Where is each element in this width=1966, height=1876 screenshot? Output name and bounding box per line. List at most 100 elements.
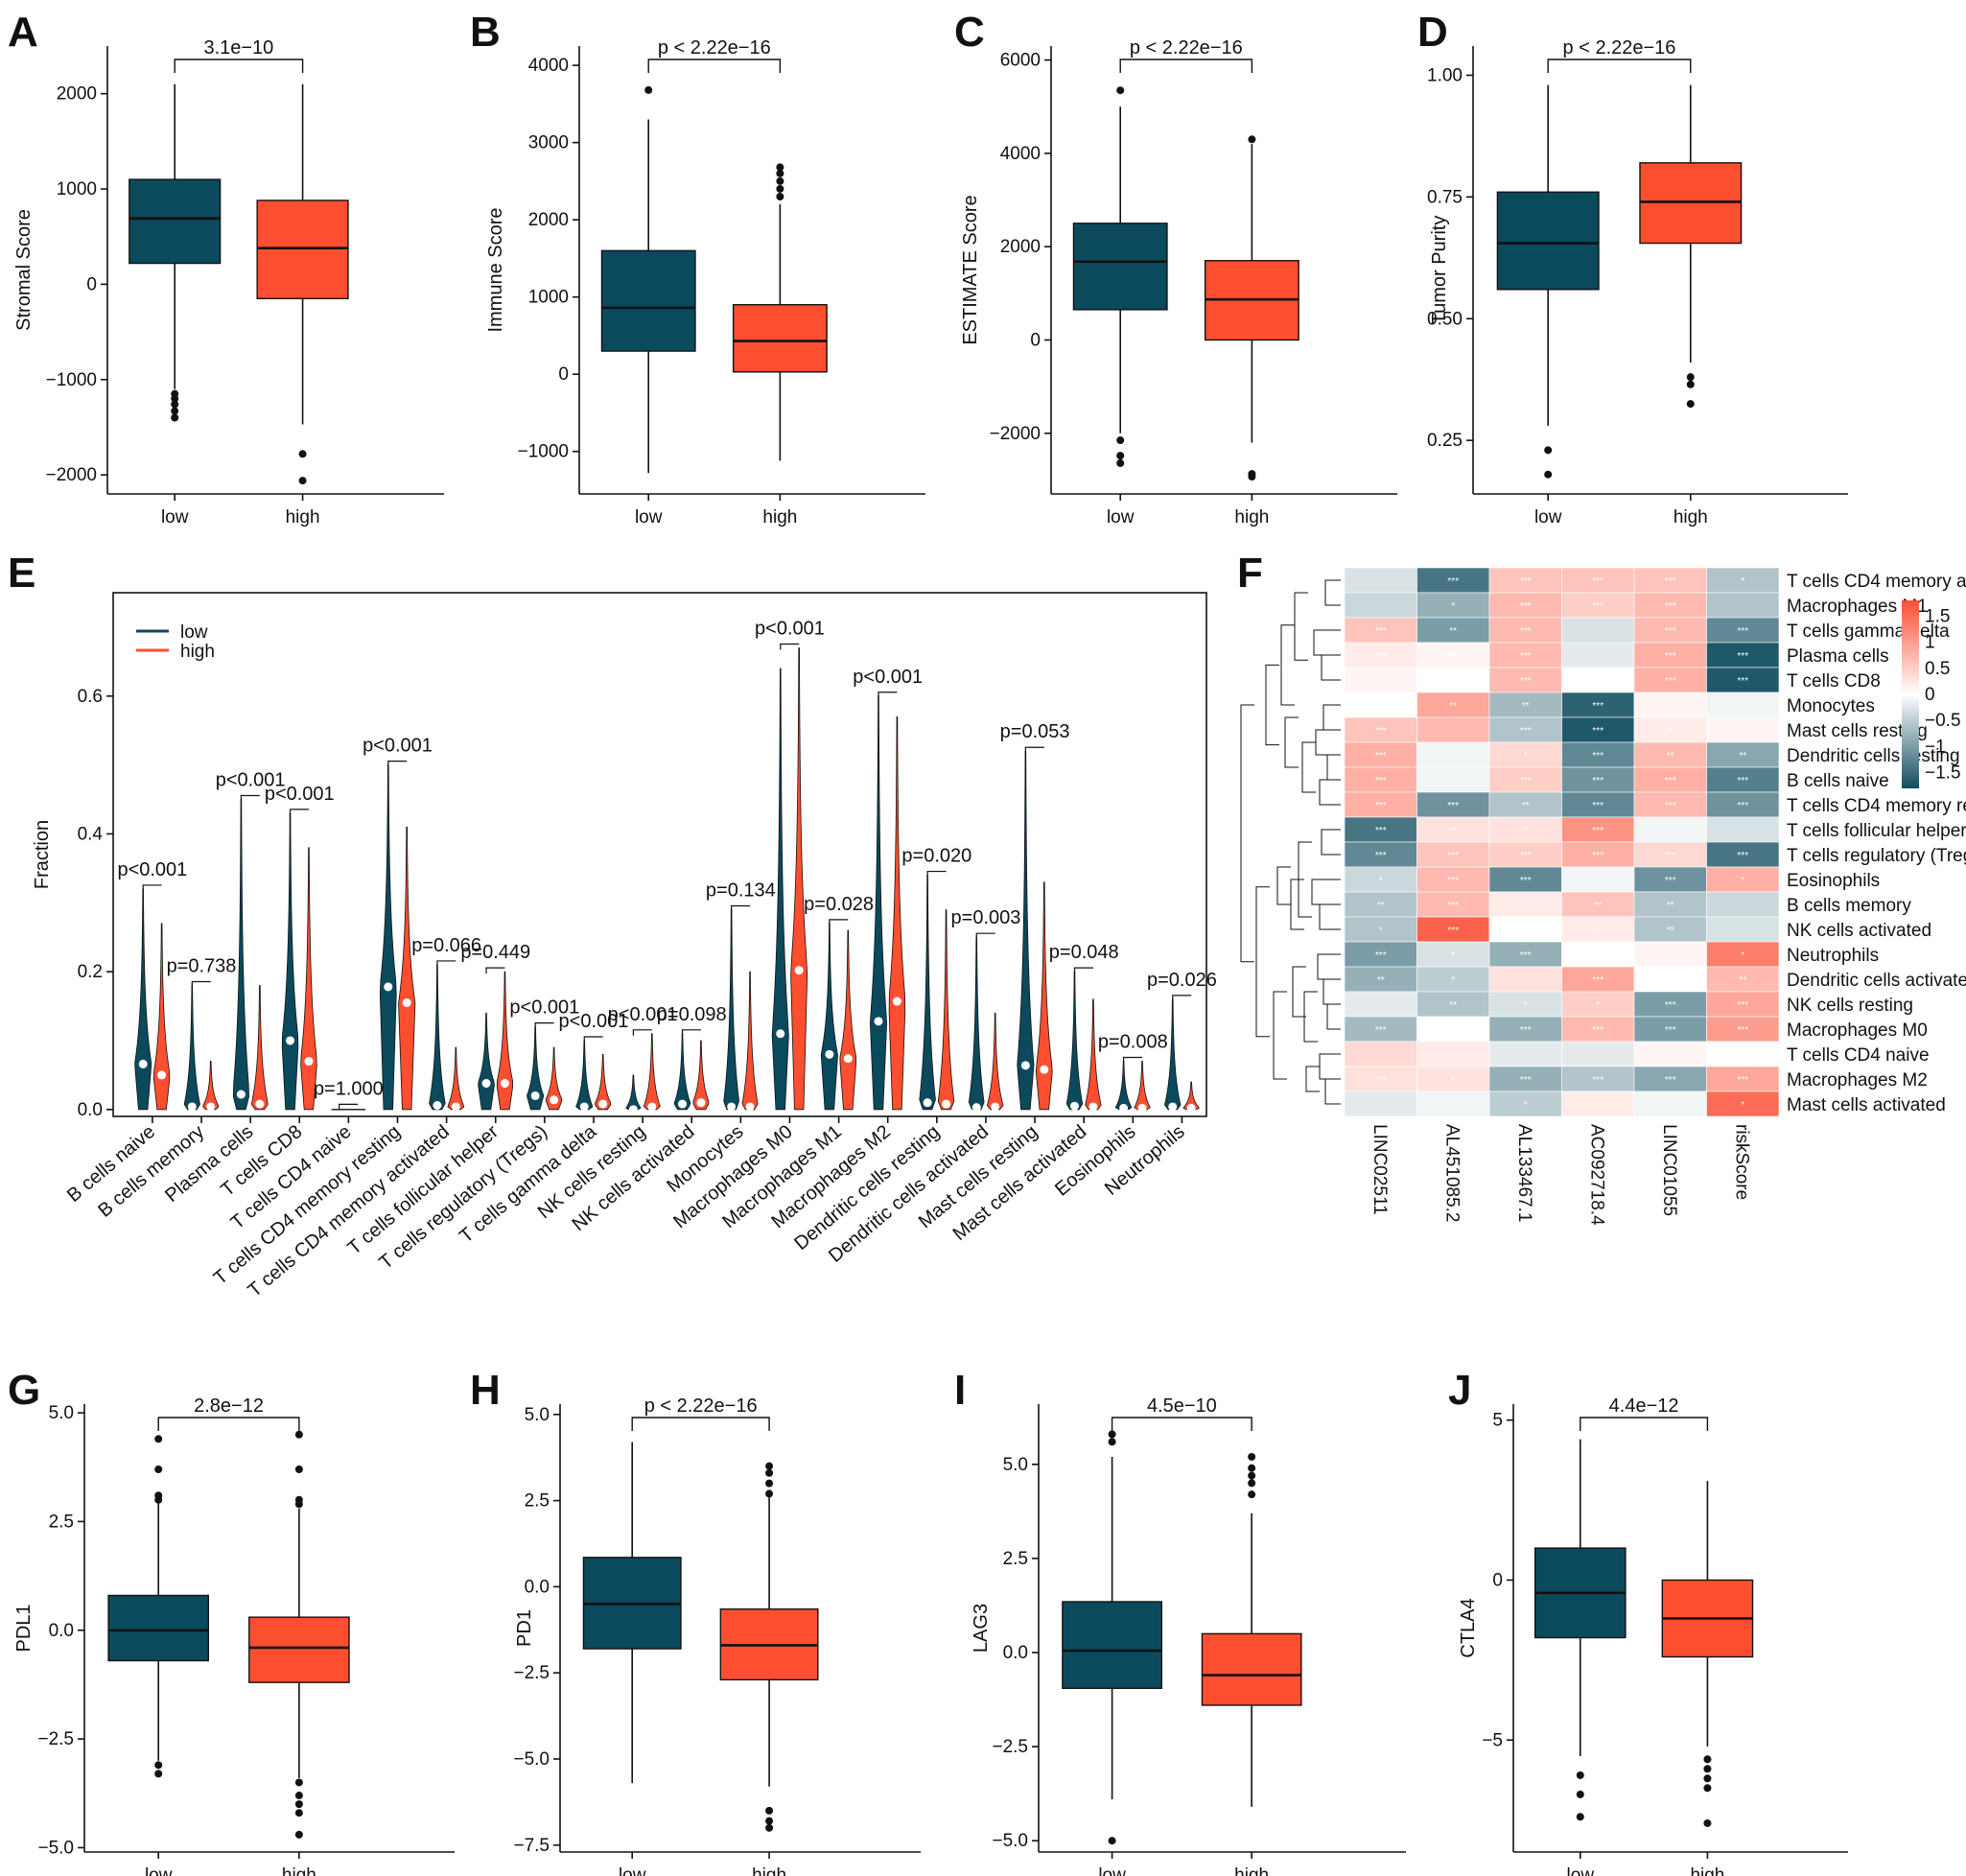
dendrogram-branch [1290,879,1304,930]
heatmap-cell [1416,766,1490,793]
outlier-point [1576,1770,1584,1779]
heatmap-cell [1488,866,1562,893]
dendrogram-branch [1322,978,1341,1005]
heatmap-cell [1488,966,1562,993]
heatmap-cell [1561,1090,1635,1117]
outlier-point [1703,1765,1712,1773]
significance-stars: *** [1737,1025,1748,1036]
heatmap-cell [1416,1090,1490,1117]
heatmap-cell [1488,891,1562,918]
significance-bracket [289,809,309,815]
significance-bracket [583,1036,603,1043]
significance-stars: *** [1592,851,1603,861]
heatmap-cell [1561,966,1635,993]
violin-low [1065,971,1084,1111]
x-tick-label: low [1107,507,1135,528]
heatmap-cell [1706,841,1780,868]
violin-high [643,1033,661,1111]
y-tick-label: 0 [1030,330,1041,350]
dendrogram-branch [1273,991,1287,1080]
heatmap-cell [1416,1066,1490,1092]
heatmap-cell [1706,1041,1780,1067]
dendrogram-branch [1324,1078,1341,1105]
y-tick-label: 2.5 [525,1491,550,1512]
heatmap-cell [1488,741,1562,768]
box-high [248,1616,350,1683]
y-tick-label: 0.50 [1427,309,1463,329]
heatmap-cell [1344,692,1417,718]
heatmap-cell [1706,1016,1780,1043]
outlier-point [1686,400,1695,409]
significance-stars: *** [1447,851,1459,861]
heatmap-cell [1344,991,1417,1018]
heatmap-cell [1633,617,1707,644]
heatmap-row-label: T cells CD8 [1787,671,1881,692]
heatmap-cell [1706,667,1780,693]
significance-stars: *** [1665,576,1676,587]
heatmap-row-label: Plasma cells [1787,646,1889,667]
significance-stars: *** [1375,851,1387,861]
outlier-point [1248,1490,1256,1499]
outlier-point [1116,452,1125,460]
significance-stars: * [1524,1000,1528,1011]
significance-stars: * [1741,1100,1744,1111]
y-tick-label: 2000 [57,84,97,105]
outlier-point [298,450,307,458]
x-tick-label: high [762,507,797,528]
significance-stars: * [1451,950,1455,961]
heatmap-cell [1633,1066,1707,1092]
p-value-label: p < 2.22e−16 [1130,37,1243,59]
significance-stars: *** [1592,975,1603,986]
median-dot-low [1168,1102,1178,1112]
heatmap-cell [1633,692,1707,718]
violin-low [281,812,299,1111]
box-low [600,249,696,352]
heatmap-cell [1633,891,1707,918]
significance-stars: *** [1375,626,1387,637]
panel-letter: F [1237,550,1263,597]
y-tick-label: 5.0 [49,1403,74,1423]
significance-stars: *** [1592,1075,1603,1086]
significance-stars: *** [1665,876,1676,886]
significance-stars: ** [1667,751,1674,762]
heatmap-cell [1344,841,1417,868]
median-dot-high [1186,1103,1196,1113]
significance-stars: * [1596,676,1600,687]
outlier-point [765,1479,774,1488]
significance-stars: *** [1737,1075,1748,1086]
x-tick-label: high [1234,1865,1269,1876]
median-dot-low [481,1079,491,1089]
dendrogram-branch [1313,629,1341,656]
p-value-label: p<0.001 [559,1011,629,1032]
p-value-label: p < 2.22e−16 [644,1395,758,1417]
panel-letter: A [8,9,38,56]
outlier-point [171,407,179,415]
significance-stars: ** [1522,801,1530,811]
panel-letter: G [8,1367,40,1414]
dendrogram-branch [1284,716,1299,768]
heatmap-cell [1561,866,1635,893]
x-tick-label: high [752,1865,786,1876]
dendrogram-branch [1280,624,1295,706]
panel-b-boxplot: B −1000 0 1000 2000 3000 4000 Immune Score low hi… [470,9,925,528]
significance-stars: * [1524,751,1528,762]
heatmap-cell [1416,1016,1490,1043]
violin-low [134,888,152,1111]
violin-high [545,1046,563,1111]
outlier-point [1703,1774,1712,1783]
significance-stars: *** [1665,676,1676,687]
heatmap-cell [1561,1066,1635,1092]
heatmap-cell [1488,816,1562,843]
y-tick-label: 1.00 [1427,65,1463,85]
median-dot-high [255,1099,265,1109]
outlier-point [154,1495,163,1504]
significance-stars: *** [1737,776,1748,786]
heatmap-cell [1416,716,1490,743]
significance-bracket [174,59,304,73]
outlier-point [294,1830,303,1839]
p-value-label: p=0.028 [804,894,874,915]
violin-low [820,923,838,1111]
significance-bracket [1024,746,1044,754]
outlier-point [298,477,307,485]
outlier-point [154,1770,163,1778]
